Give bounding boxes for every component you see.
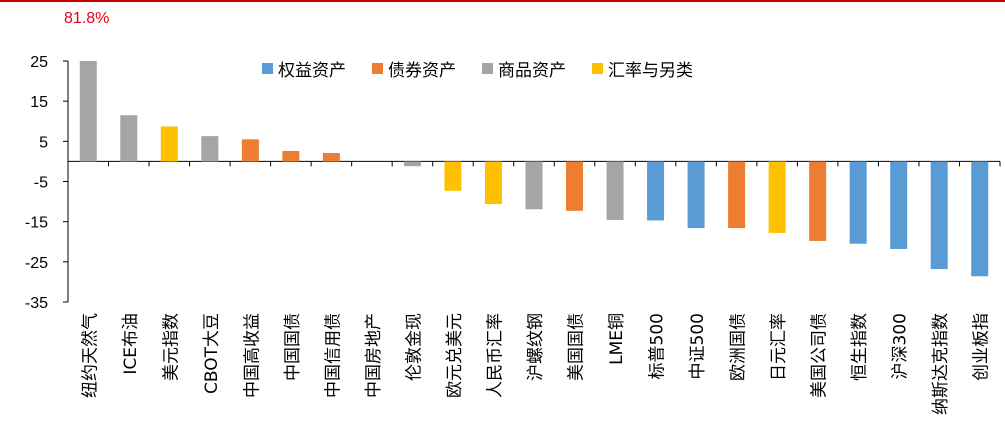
bar-美元指数: [160, 126, 178, 162]
bar-美国公司债: [809, 161, 827, 241]
x-category-label: 创业板指: [972, 313, 992, 381]
top-border-line: [0, 0, 1005, 2]
legend-label: 债券资产: [388, 61, 456, 81]
x-category-label: 中证500: [688, 313, 708, 379]
x-category-label: 沪深300: [891, 313, 911, 379]
legend-label: 汇率与另类: [608, 61, 693, 81]
bar-日元汇率: [768, 161, 786, 233]
bar-LME铜: [606, 161, 624, 221]
y-tick-label: -25: [25, 255, 48, 272]
x-category-label: 恒生指数: [850, 313, 870, 381]
x-category-label: 中国高收益: [242, 313, 262, 398]
y-tick-label: -15: [25, 215, 48, 232]
legend-label: 权益资产: [278, 61, 346, 81]
bar-伦敦金现: [403, 161, 421, 167]
x-category-label: 沪螺纹钢: [526, 313, 546, 381]
x-category-label: 美国国债: [567, 313, 587, 381]
x-category-label: LME铜: [607, 313, 627, 365]
bar-沪螺纹钢: [525, 161, 543, 210]
legend-label: 商品资产: [498, 61, 566, 81]
y-tick-label: 15: [30, 94, 48, 111]
x-category-label: 人民币汇率: [485, 313, 505, 398]
x-category-label: ICE布油: [121, 313, 141, 375]
bar-纳斯达克指数: [930, 161, 948, 270]
legend-swatch: [372, 63, 383, 74]
legend-item: 权益资产: [262, 56, 346, 81]
bar-沪深300: [890, 161, 908, 249]
bar-ICE布油: [120, 115, 138, 162]
x-category-label: 中国信用债: [323, 313, 343, 398]
legend-item: 债券资产: [372, 56, 456, 81]
x-category-label: 欧元兑美元: [445, 313, 465, 398]
x-category-label: 伦敦金现: [404, 313, 424, 381]
bar-中国信用债: [322, 152, 340, 162]
x-category-label: 中国房地产: [364, 313, 384, 398]
x-category-label: 标普500: [648, 313, 668, 379]
bar-欧洲国债: [728, 161, 746, 229]
legend-item: 汇率与另类: [592, 56, 693, 81]
x-category-label: 日元汇率: [769, 313, 789, 381]
legend-swatch: [262, 63, 273, 74]
bar-创业板指: [971, 161, 989, 277]
x-category-label: 美国公司债: [810, 313, 830, 398]
legend-item: 商品资产: [482, 56, 566, 81]
y-tick-label: 25: [30, 54, 48, 71]
bar-标普500: [647, 161, 665, 221]
y-tick-label: 5: [39, 134, 48, 151]
bar-人民币汇率: [484, 161, 502, 204]
x-category-label: 美元指数: [161, 313, 181, 381]
bar-恒生指数: [849, 161, 867, 244]
legend-swatch: [482, 63, 493, 74]
x-category-label: CBOT大豆: [202, 313, 222, 394]
x-category-label: 纳斯达克指数: [931, 313, 951, 415]
y-tick-label: -35: [25, 295, 48, 312]
x-category-label: 纽约天然气: [80, 313, 100, 398]
legend-swatch: [592, 63, 603, 74]
bar-美国国债: [566, 161, 584, 211]
truncated-value-note: 81.8%: [64, 10, 110, 27]
chart-legend: 权益资产 债券资产 商品资产 汇率与另类: [262, 56, 693, 81]
y-tick-label: -5: [34, 175, 48, 192]
bar-CBOT大豆: [201, 136, 219, 162]
bar-欧元兑美元: [444, 161, 462, 191]
bar-纽约天然气: [79, 61, 97, 162]
bar-中证500: [687, 161, 705, 229]
x-category-label: 欧洲国债: [729, 313, 749, 381]
x-category-label: 中国国债: [283, 313, 303, 381]
bar-中国国债: [282, 150, 300, 162]
bar-中国高收益: [241, 139, 259, 162]
